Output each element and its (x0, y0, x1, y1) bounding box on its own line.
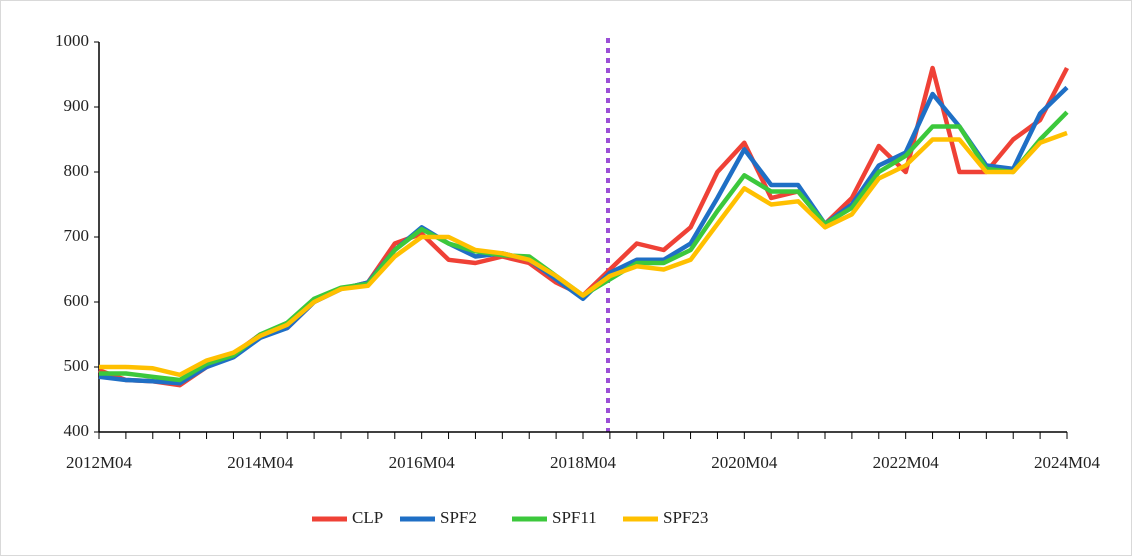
x-tick-label: 2016M04 (389, 453, 456, 472)
series-line (99, 130, 1068, 378)
x-tick-label: 2014M04 (227, 453, 294, 472)
y-tick-label: 1000 (55, 31, 89, 50)
legend-label: SPF2 (440, 508, 477, 527)
legend-label: SPF23 (663, 508, 708, 527)
y-tick-label: 900 (64, 96, 90, 115)
y-tick-label: 700 (64, 226, 90, 245)
x-tick-label: 2024M04 (1034, 453, 1101, 472)
x-tick-label: 2018M04 (550, 453, 617, 472)
y-tick-label: 800 (64, 161, 90, 180)
y-tick-label: 400 (64, 421, 90, 440)
legend-label: SPF11 (552, 508, 597, 527)
x-tick-label: 2022M04 (873, 453, 940, 472)
y-tick-label: 600 (64, 291, 90, 310)
x-tick-label: 2020M04 (711, 453, 778, 472)
x-tick-label: 2012M04 (66, 453, 133, 472)
legend-label: CLP (352, 508, 383, 527)
y-tick-label: 500 (64, 356, 90, 375)
